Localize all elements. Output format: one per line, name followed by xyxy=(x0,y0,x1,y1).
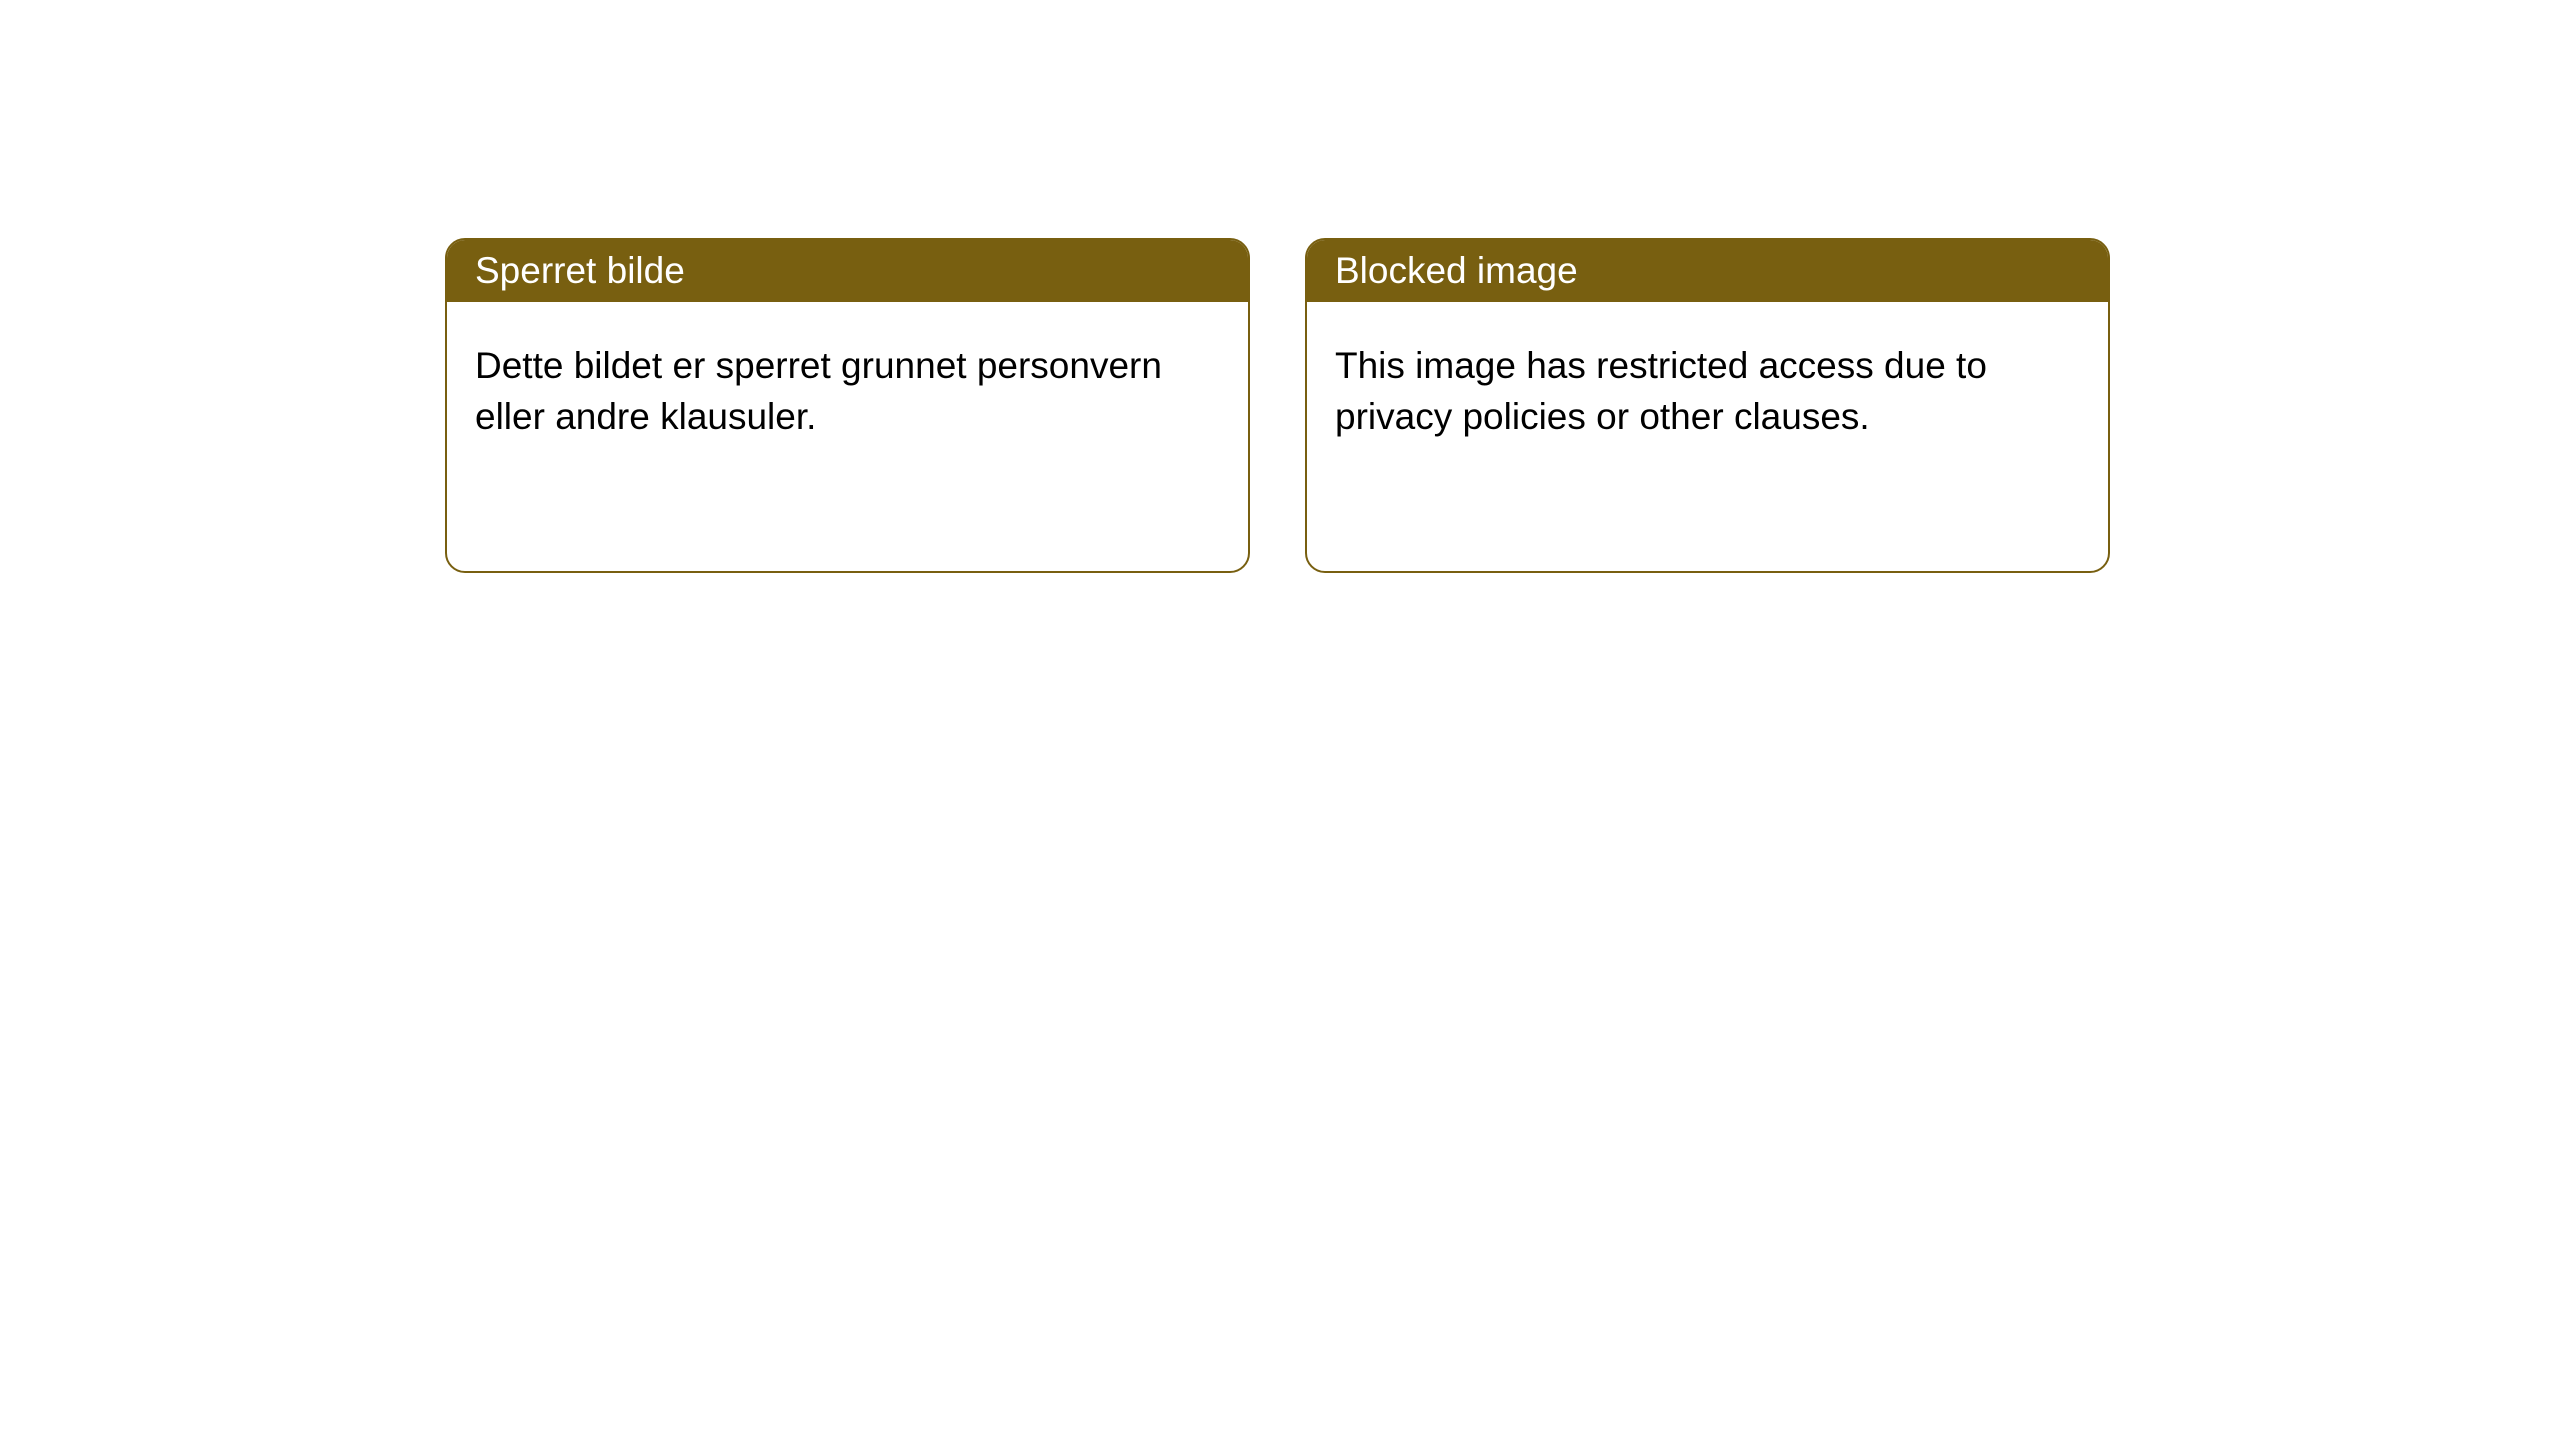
notice-card-body: This image has restricted access due to … xyxy=(1307,302,2108,480)
notice-card-english: Blocked image This image has restricted … xyxy=(1305,238,2110,573)
notice-card-body: Dette bildet er sperret grunnet personve… xyxy=(447,302,1248,480)
notice-container: Sperret bilde Dette bildet er sperret gr… xyxy=(0,0,2560,573)
notice-card-title: Blocked image xyxy=(1307,240,2108,302)
notice-card-title: Sperret bilde xyxy=(447,240,1248,302)
notice-card-norwegian: Sperret bilde Dette bildet er sperret gr… xyxy=(445,238,1250,573)
